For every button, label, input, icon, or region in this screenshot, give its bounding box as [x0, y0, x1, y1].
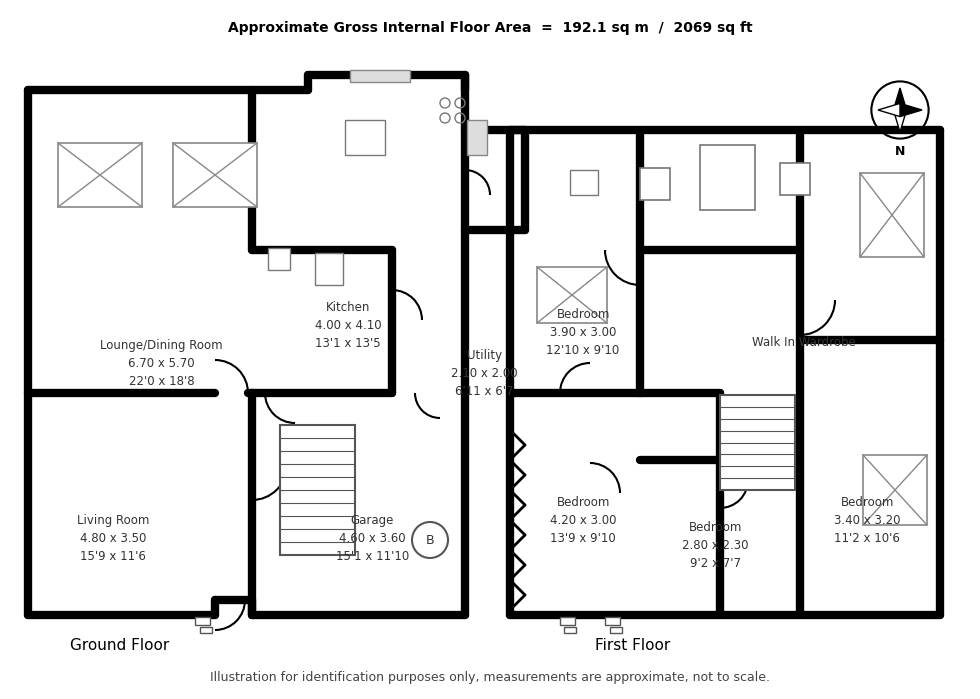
Polygon shape	[894, 88, 906, 110]
Text: Utility
2.10 x 2.00
6'11 x 6'7: Utility 2.10 x 2.00 6'11 x 6'7	[451, 350, 517, 398]
Polygon shape	[900, 103, 922, 117]
Polygon shape	[878, 103, 900, 117]
Bar	[570, 170, 598, 195]
Text: Bedroom
2.80 x 2.30
9'2 x 7'7: Bedroom 2.80 x 2.30 9'2 x 7'7	[682, 521, 749, 570]
Bar	[315, 253, 343, 285]
Text: N: N	[895, 145, 906, 158]
Bar	[860, 173, 924, 257]
Polygon shape	[894, 110, 906, 132]
Bar	[780, 163, 810, 195]
Text: Lounge/Dining Room
6.70 x 5.70
22'0 x 18'8: Lounge/Dining Room 6.70 x 5.70 22'0 x 18…	[100, 339, 223, 388]
Bar	[560, 617, 575, 625]
Text: Walk In Wardrobe: Walk In Wardrobe	[752, 336, 856, 349]
Text: Garage
4.60 x 3.60
15'1 x 11'10: Garage 4.60 x 3.60 15'1 x 11'10	[336, 514, 409, 563]
Bar	[700, 145, 755, 210]
Bar	[195, 617, 210, 625]
Bar	[640, 168, 670, 200]
Bar	[564, 627, 576, 633]
Text: Ground Floor: Ground Floor	[70, 637, 170, 652]
Bar	[863, 455, 927, 525]
Bar	[467, 120, 487, 155]
Text: Bedroom
3.90 x 3.00
12'10 x 9'10: Bedroom 3.90 x 3.00 12'10 x 9'10	[547, 308, 619, 356]
Bar	[610, 627, 622, 633]
Bar	[173, 143, 257, 207]
Text: Bedroom
3.40 x 3.20
11'2 x 10'6: Bedroom 3.40 x 3.20 11'2 x 10'6	[834, 496, 901, 545]
Bar	[345, 120, 385, 155]
Text: Illustration for identification purposes only, measurements are approximate, not: Illustration for identification purposes…	[210, 672, 770, 684]
Bar	[200, 627, 212, 633]
Text: Kitchen
4.00 x 4.10
13'1 x 13'5: Kitchen 4.00 x 4.10 13'1 x 13'5	[315, 301, 381, 350]
Text: B: B	[425, 533, 434, 547]
Bar	[720, 395, 795, 490]
Text: Living Room
4.80 x 3.50
15'9 x 11'6: Living Room 4.80 x 3.50 15'9 x 11'6	[76, 514, 149, 563]
Bar	[280, 425, 355, 555]
Bar	[28, 90, 465, 615]
Bar	[58, 143, 142, 207]
Bar	[537, 267, 607, 323]
Bar	[268, 248, 290, 270]
Bar	[350, 70, 410, 82]
Text: Bedroom
4.20 x 3.00
13'9 x 9'10: Bedroom 4.20 x 3.00 13'9 x 9'10	[550, 496, 616, 545]
Text: First Floor: First Floor	[595, 637, 670, 652]
Text: Approximate Gross Internal Floor Area  =  192.1 sq m  /  2069 sq ft: Approximate Gross Internal Floor Area = …	[227, 21, 753, 35]
Circle shape	[412, 522, 448, 558]
Bar	[605, 617, 620, 625]
